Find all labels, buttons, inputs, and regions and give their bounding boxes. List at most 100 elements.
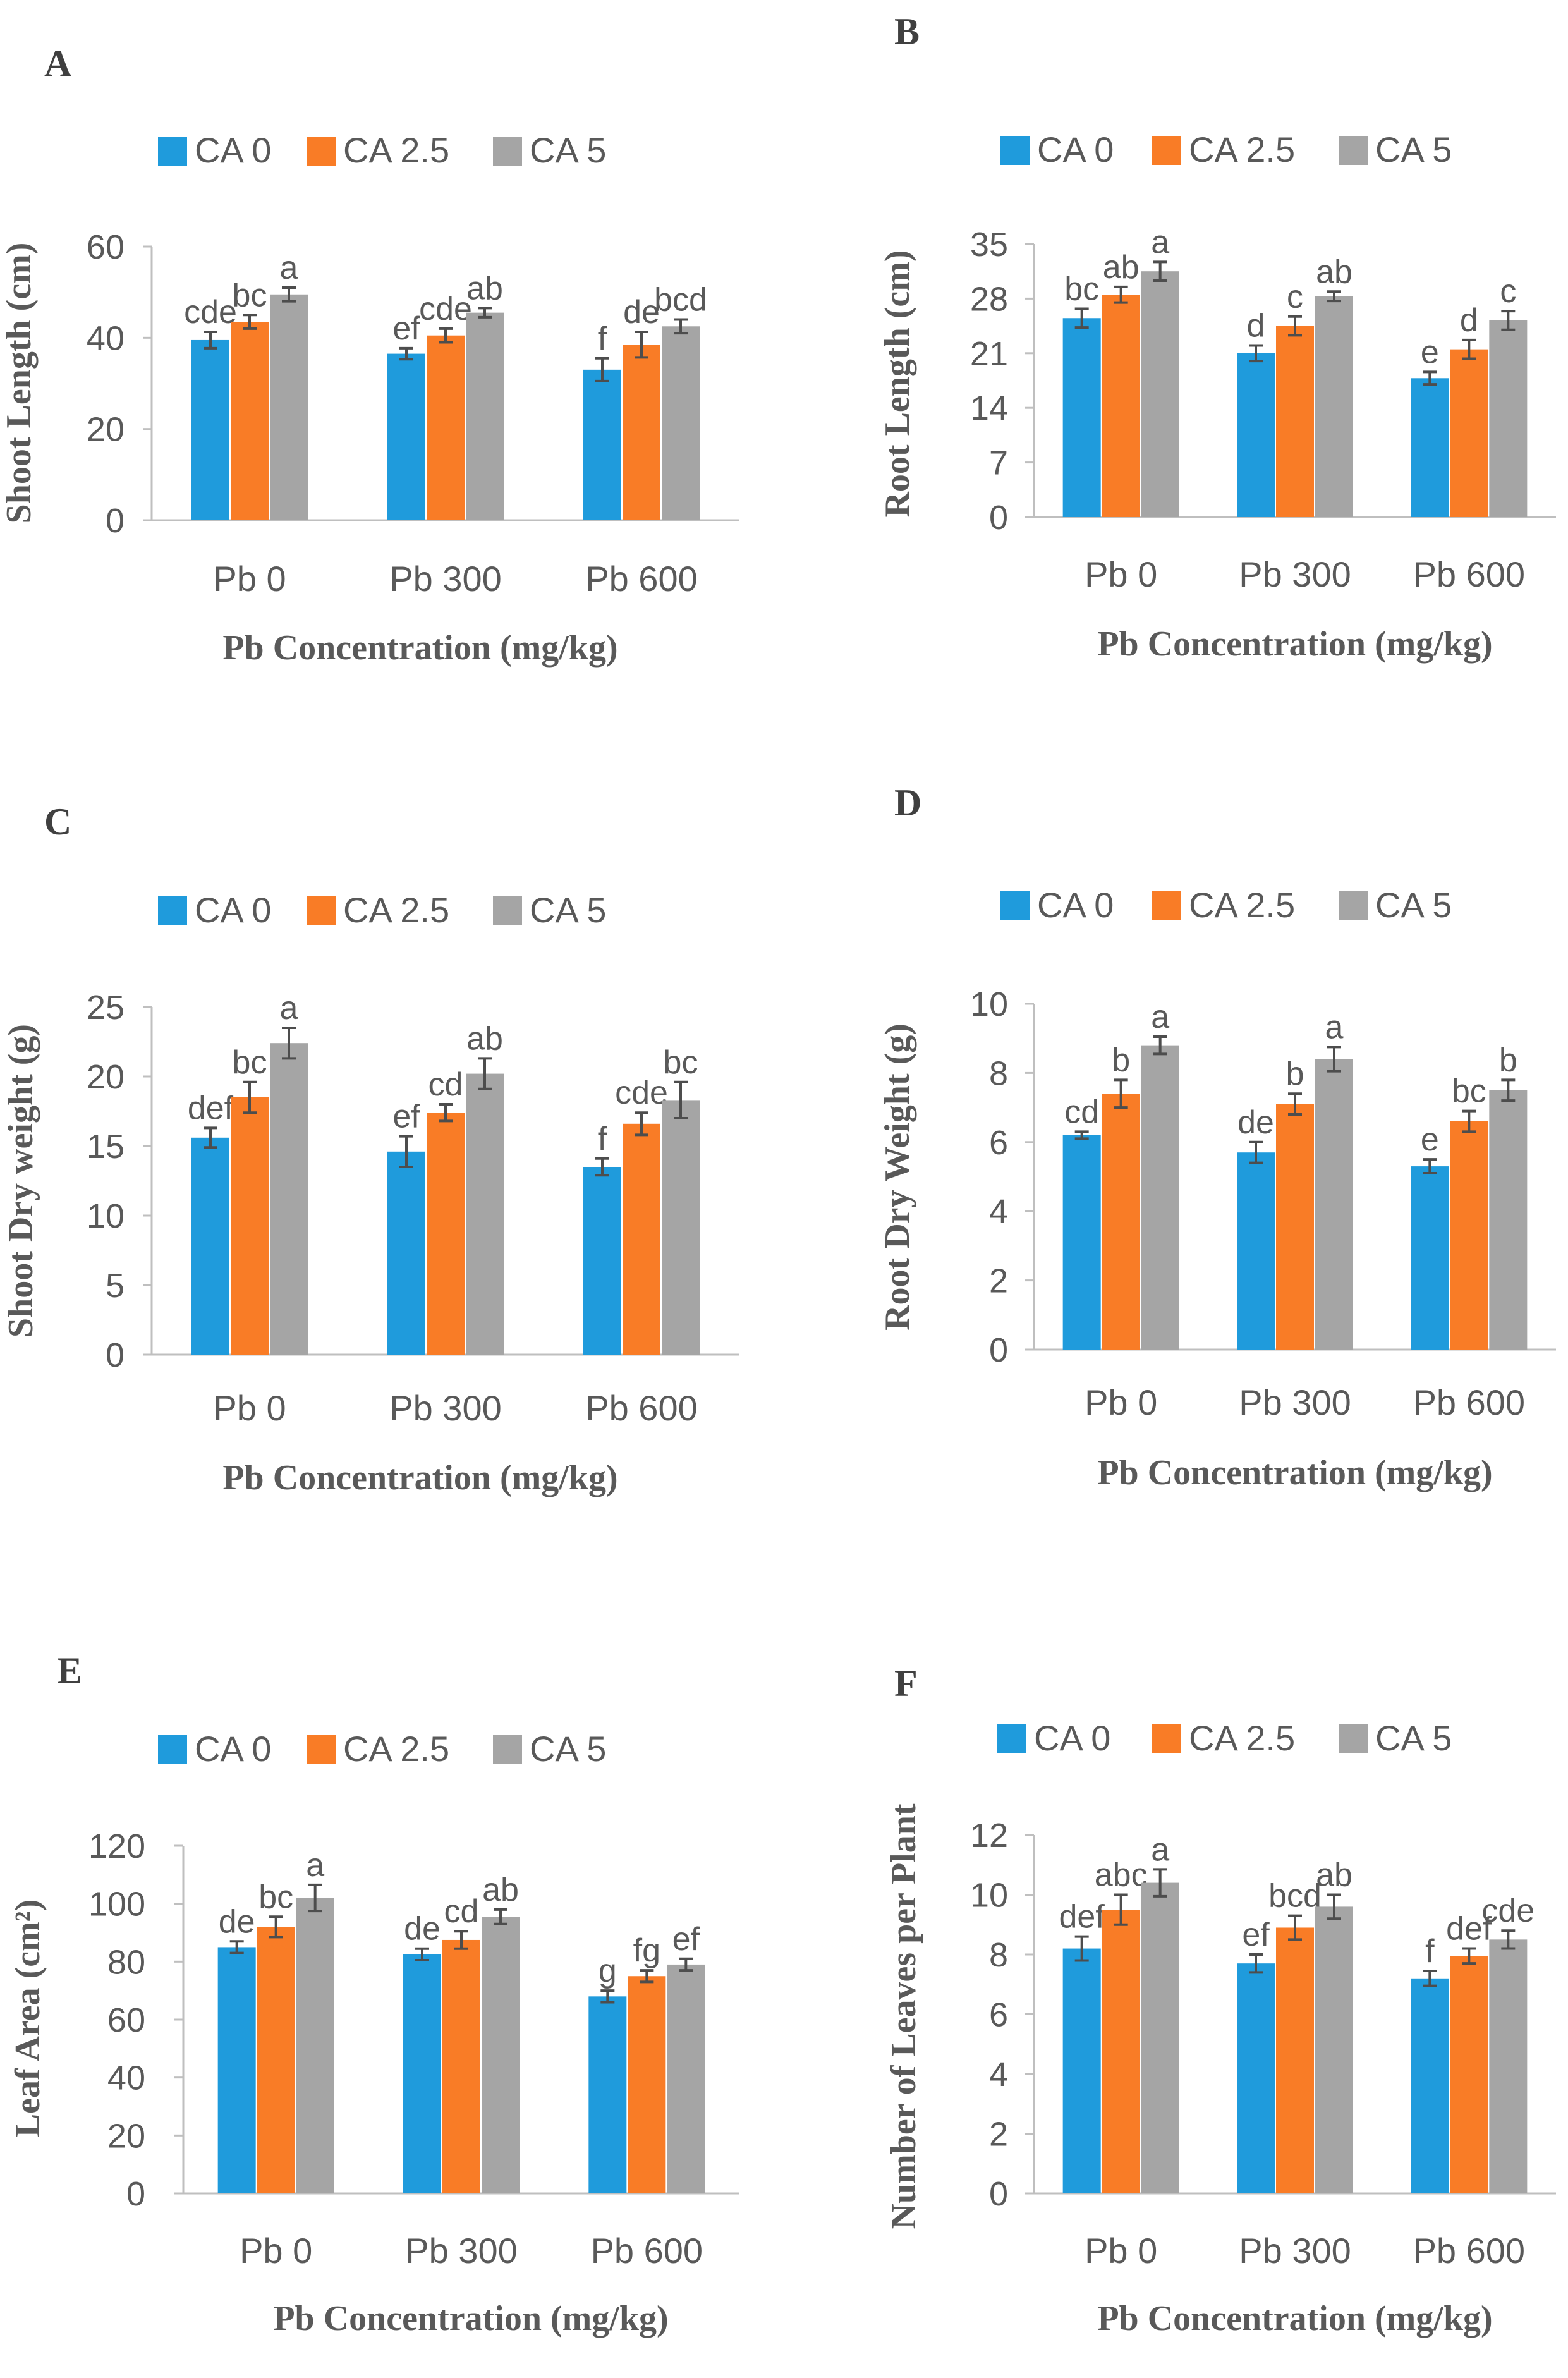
significance-letter: fg <box>633 1932 660 1969</box>
legend-label: CA 0 <box>1034 1718 1110 1758</box>
y-tick-label: 10 <box>970 1877 1008 1915</box>
legend-swatch <box>158 896 187 925</box>
significance-letter: ab <box>482 1872 519 1908</box>
legend: CA 0 CA 2.5 CA 5 <box>158 1729 606 1769</box>
y-tick-label: 10 <box>970 985 1008 1023</box>
bar <box>191 1137 229 1355</box>
significance-letter: f <box>598 320 607 357</box>
legend-label: CA 0 <box>1037 130 1114 169</box>
x-tick-label: Pb 300 <box>1239 2231 1351 2271</box>
bar <box>1315 296 1353 517</box>
bar <box>623 345 660 520</box>
significance-letter: g <box>599 1953 617 1989</box>
x-tick-label: Pb 600 <box>1413 2231 1526 2271</box>
legend-swatch <box>158 137 187 166</box>
legend-swatch <box>1339 136 1368 165</box>
bar <box>1411 1166 1449 1350</box>
legend-swatch <box>1152 1724 1181 1753</box>
bar <box>1450 1121 1488 1350</box>
y-tick-label: 100 <box>88 1886 145 1924</box>
legend-swatch <box>1000 136 1030 165</box>
y-tick-label: 35 <box>970 226 1008 264</box>
x-tick-label: Pb 300 <box>405 2231 518 2271</box>
bar <box>1411 378 1449 517</box>
significance-letter: def <box>188 1090 234 1126</box>
significance-letter: a <box>1151 1831 1169 1868</box>
y-tick-label: 25 <box>87 989 125 1027</box>
significance-letter: a <box>280 250 298 286</box>
y-tick-label: 2 <box>989 2116 1008 2154</box>
significance-letter: ab <box>1316 253 1352 290</box>
significance-letter: ef <box>392 1099 420 1135</box>
y-tick-label: 0 <box>989 499 1008 537</box>
legend-swatch <box>1152 136 1181 165</box>
legend-label: CA 0 <box>1037 885 1114 925</box>
significance-letter: abc <box>1095 1857 1148 1894</box>
significance-letter: a <box>1151 999 1169 1035</box>
y-tick-label: 20 <box>87 411 125 449</box>
significance-letter: b <box>1286 1056 1304 1092</box>
panel-letter: E <box>57 1650 82 1692</box>
x-tick-label: Pb 600 <box>585 1388 698 1428</box>
bar <box>442 1939 480 2193</box>
bar <box>1276 326 1314 517</box>
x-tick-label: Pb 600 <box>1413 554 1526 594</box>
bar <box>257 1927 295 2193</box>
bar <box>662 326 700 520</box>
y-tick-label: 0 <box>126 2175 145 2213</box>
bar <box>1489 1090 1528 1350</box>
legend-label: CA 5 <box>1375 885 1452 925</box>
y-tick-label: 14 <box>970 389 1008 427</box>
bar <box>270 294 308 520</box>
legend-label: CA 2.5 <box>1189 1718 1295 1758</box>
y-axis-title: Shoot Length (cm) <box>0 243 39 524</box>
y-tick-label: 60 <box>87 228 125 266</box>
y-axis-title: Root Dry Weight (g) <box>878 1023 917 1331</box>
legend-swatch <box>1000 891 1030 920</box>
significance-letter: ab <box>466 270 503 307</box>
y-tick-label: 0 <box>106 502 125 540</box>
significance-letter: bc <box>1064 271 1099 307</box>
x-axis-title: Pb Concentration (mg/kg) <box>273 2299 668 2338</box>
y-tick-label: 5 <box>106 1267 125 1305</box>
x-tick-label: Pb 300 <box>1239 554 1351 594</box>
legend-swatch <box>997 1724 1026 1753</box>
significance-letter: de <box>623 294 660 331</box>
bar <box>583 369 621 520</box>
x-tick-label: Pb 0 <box>240 2231 312 2271</box>
panel-letter: F <box>894 1662 918 1704</box>
significance-letter: bc <box>233 1044 267 1081</box>
x-tick-label: Pb 0 <box>1085 554 1157 594</box>
bar <box>583 1167 621 1355</box>
bar <box>1237 353 1275 517</box>
bar <box>270 1043 308 1355</box>
significance-letter: cde <box>419 291 472 327</box>
bar <box>403 1954 441 2193</box>
y-axis-title: Root Length (cm) <box>878 250 917 517</box>
bar <box>217 1947 256 2193</box>
legend-label: CA 2.5 <box>343 130 449 170</box>
bar <box>1141 1045 1179 1350</box>
bar <box>1102 1910 1140 2193</box>
significance-letter: cde <box>1481 1893 1535 1929</box>
legend-swatch <box>1152 891 1181 920</box>
legend-swatch <box>1339 891 1368 920</box>
bar <box>1102 295 1140 517</box>
legend-swatch <box>493 1735 522 1764</box>
legend-label: CA 5 <box>1375 130 1452 169</box>
legend: CA 0 CA 2.5 CA 5 <box>158 130 606 170</box>
significance-letter: bc <box>1452 1073 1486 1110</box>
y-tick-label: 6 <box>989 1124 1008 1162</box>
bar <box>1450 1956 1488 2193</box>
significance-letter: f <box>1425 1933 1435 1970</box>
significance-letter: cd <box>444 1893 479 1930</box>
bar <box>623 1123 660 1355</box>
bar <box>1102 1094 1140 1350</box>
legend-label: CA 5 <box>1375 1718 1452 1758</box>
legend-swatch <box>1339 1724 1368 1753</box>
y-tick-label: 4 <box>989 1193 1008 1231</box>
significance-letter: de <box>219 1903 255 1940</box>
significance-letter: de <box>1237 1104 1274 1141</box>
